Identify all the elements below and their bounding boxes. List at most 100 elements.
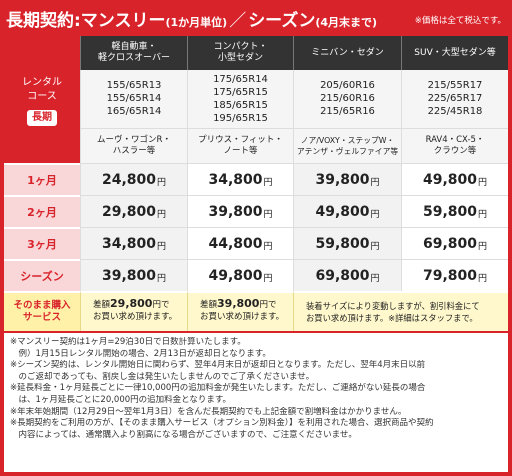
yen-unit: 円 (370, 209, 380, 220)
note-line: は、1ヶ月延長ごとに20,000円の追加料金となります。 (10, 394, 232, 405)
purchase-service-label: そのまま購入 サービス (4, 291, 80, 331)
col-kei-line1: 軽自動車・ (111, 42, 157, 52)
price-cell: 49,800 円 (293, 195, 401, 227)
example-models-minivan: ノア/VOXY・ステップW・ アテンザ・ヴェルファイア等 (293, 128, 401, 163)
tire-size: 205/60R16 (320, 80, 375, 91)
yen-unit: 円 (478, 177, 488, 188)
models-line2: クラウン等 (433, 146, 477, 156)
note-line: のご返却であっても、割戻し金は発生いたしませんのでご了承くださいませ。 (10, 371, 315, 382)
note-line: ※年末年始期間（12月29日〜翌年1月3日）を含んだ長期契約でも上記金額で割増料… (10, 406, 407, 417)
service-prefix: 差額 (93, 300, 111, 310)
header-bar: 長期契約:マンスリー(1か月単位) ／シーズン(4月末まで) ※価格は全て税込です… (0, 0, 512, 36)
models-line2: ノート等 (223, 146, 258, 156)
tax-note: ※価格は全て税込です。 (414, 16, 506, 26)
yen-unit: 円 (370, 241, 380, 252)
yen-unit: 円 (263, 241, 273, 252)
title-slash: ／ (229, 11, 247, 31)
price-value: 44,800 (208, 235, 263, 252)
page-title: 長期契約:マンスリー(1か月単位) ／シーズン(4月末まで) (6, 6, 377, 31)
example-models-compact: プリウス・フィット・ ノート等 (187, 128, 293, 163)
tire-size: 215/60R16 (320, 93, 375, 104)
col-compact-line2: 小型セダン (217, 53, 263, 63)
price-value: 59,800 (315, 235, 370, 252)
column-header-suv: SUV・大型セダン等 (401, 36, 508, 70)
tire-sizes-kei: 155/65R13 155/65R14 165/65R14 (80, 70, 187, 128)
price-table: レンタル コース 長期 軽自動車・ 軽クロスオーバー コンパクト・ 小型セダン ミニ… (4, 36, 508, 331)
price-cell: 69,800 円 (293, 259, 401, 291)
yen-unit: 円 (157, 241, 167, 252)
tire-size: 185/65R15 (213, 100, 268, 111)
example-models-suv: RAV4・CX-5・ クラウン等 (401, 128, 508, 163)
service-line2: お買い求め頂けます。 (93, 312, 178, 322)
price-cell: 49,800 円 (187, 259, 293, 291)
col-suv-line1: SUV・大型セダン等 (414, 47, 496, 58)
models-line1: ムーヴ・ワゴンR・ (97, 135, 171, 145)
row-label-season: シーズン (4, 259, 80, 291)
models-line1: ノア/VOXY・ステップW・ (300, 136, 395, 145)
rental-label-line2: コース (27, 91, 57, 102)
service-line2: お買い求め頂けます。※詳細はスタッフまで。 (306, 313, 478, 323)
service-label-line2: サービス (22, 312, 61, 323)
yen-unit: 円 (157, 273, 167, 284)
yen-unit: 円 (263, 177, 273, 188)
col-compact-line1: コンパクト・ (213, 42, 268, 52)
price-value: 39,800 (208, 203, 263, 220)
price-cell: 59,800 円 (401, 195, 508, 227)
note-line: ※マンスリー契約は1ヶ月=29泊30日で日数計算いたします。 (10, 337, 246, 347)
price-cell: 79,800 円 (401, 259, 508, 291)
price-value: 34,800 (101, 235, 156, 252)
row-label-1month: 1ヶ月 (4, 163, 80, 195)
price-cell: 39,800 円 (187, 195, 293, 227)
terms-notes: ※マンスリー契約は1ヶ月=29泊30日で日数計算いたします。 例）1月15日レン… (4, 333, 508, 472)
column-header-kei: 軽自動車・ 軽クロスオーバー (80, 36, 187, 70)
yen-unit: 円 (478, 273, 488, 284)
price-value: 24,800 (101, 171, 156, 188)
price-value: 69,800 (422, 235, 477, 252)
price-cell: 44,800 円 (187, 227, 293, 259)
purchase-service-large: 装着サイズにより変動しますが、割引料金にて お買い求め頂けます。※詳細はスタッフ… (293, 291, 508, 331)
tire-sizes-compact: 175/65R14 175/65R15 185/65R15 195/65R15 (187, 70, 293, 128)
note-line: 例）1月15日レンタル開始の場合、2月13日が返却日となります。 (10, 348, 271, 359)
price-cell: 69,800 円 (401, 227, 508, 259)
yen-unit: 円 (157, 177, 167, 188)
models-line1: プリウス・フィット・ (198, 135, 283, 145)
service-line1: 装着サイズにより変動しますが、割引料金にて (306, 301, 480, 311)
col-minivan-line1: ミニバン・セダン (311, 47, 384, 58)
col-kei-line2: 軽クロスオーバー (98, 53, 170, 63)
price-cell: 59,800 円 (293, 227, 401, 259)
price-cell: 34,800 円 (187, 163, 293, 195)
price-value: 59,800 (422, 203, 477, 220)
yen-unit: 円 (263, 273, 273, 284)
tire-sizes-suv: 215/55R17 225/65R17 225/45R18 (401, 70, 508, 128)
rental-label-line1: レンタル (22, 77, 62, 88)
service-suffix: 円で (259, 300, 277, 310)
price-value: 29,800 (101, 203, 156, 220)
price-value: 49,800 (315, 203, 370, 220)
price-cell: 24,800 円 (80, 163, 187, 195)
purchase-service-kei: 差額29,800円で お買い求め頂けます。 (80, 291, 187, 331)
tire-size: 195/65R15 (213, 113, 268, 124)
models-line1: RAV4・CX-5・ (425, 135, 485, 145)
service-prefix: 差額 (200, 300, 218, 310)
note-line: ※長期契約をご利用の方が、【そのまま購入サービス（オプション別料金）】を利用され… (10, 418, 434, 429)
service-price: 39,800 (217, 297, 260, 310)
price-value: 79,800 (422, 267, 477, 284)
row-label-3month: 3ヶ月 (4, 227, 80, 259)
yen-unit: 円 (478, 209, 488, 220)
example-models-kei: ムーヴ・ワゴンR・ ハスラー等 (80, 128, 187, 163)
yen-unit: 円 (263, 209, 273, 220)
rental-course-label: レンタル コース 長期 (4, 36, 80, 163)
tire-size: 225/45R18 (427, 106, 483, 117)
price-value: 39,800 (315, 171, 370, 188)
row-label-2month: 2ヶ月 (4, 195, 80, 227)
note-line: 内容によっては、通常購入より割高になる場合がございますので、ご注意くださいませ。 (10, 429, 357, 440)
note-line: ※延長料金・1ヶ月延長ごとに一律10,000円の追加料金が発生いたします。ただし… (10, 383, 426, 394)
price-cell: 29,800 円 (80, 195, 187, 227)
yen-unit: 円 (478, 241, 488, 252)
price-value: 49,800 (208, 267, 263, 284)
column-header-minivan: ミニバン・セダン (293, 36, 401, 70)
models-line2: ハスラー等 (112, 146, 156, 156)
service-label-line1: そのまま購入 (13, 300, 71, 311)
title-monthly: 長期契約:マンスリー (6, 11, 166, 31)
price-cell: 49,800 円 (401, 163, 508, 195)
